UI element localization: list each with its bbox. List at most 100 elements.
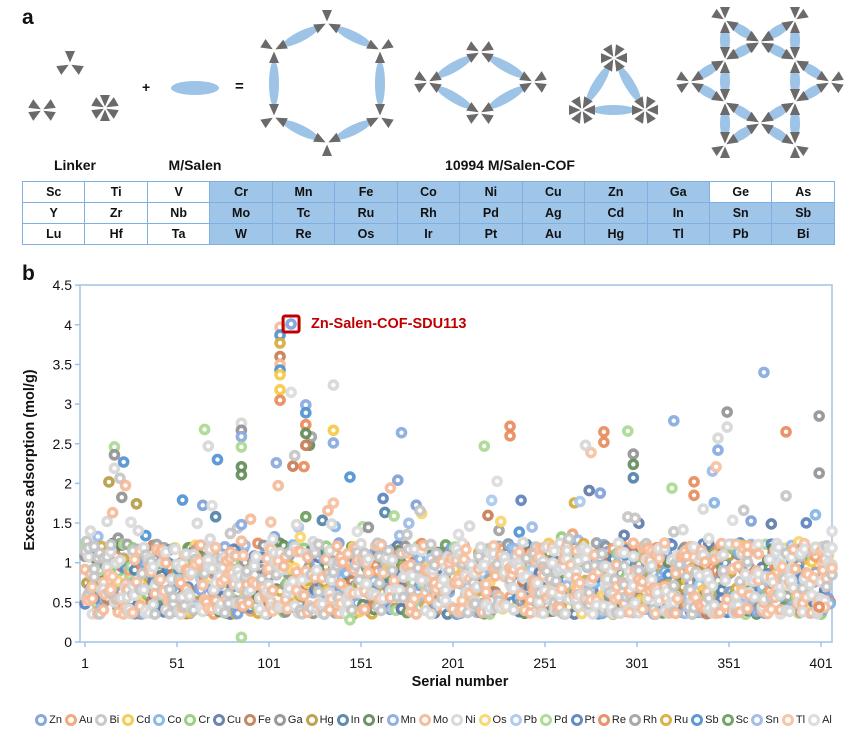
linker-wedge <box>634 96 645 109</box>
legend-marker-icon <box>751 714 764 726</box>
linker-node-icon <box>746 111 774 135</box>
linker-wedge <box>790 146 800 158</box>
linker-wedge <box>582 96 593 109</box>
data-point <box>92 530 104 543</box>
linker-wedge <box>106 108 119 119</box>
element-cell-ag: Ag <box>521 202 586 224</box>
outlier-point <box>758 366 770 379</box>
data-point <box>513 526 526 538</box>
outlier-point <box>198 423 211 436</box>
outlier-point <box>235 631 248 644</box>
linker-wedge <box>534 82 547 93</box>
element-cell-tl: Tl <box>646 223 710 245</box>
salen-linker-ellipse <box>730 125 755 143</box>
linker-wedge <box>631 105 644 116</box>
legend-item-rh: Rh <box>628 714 657 726</box>
highlighted-point <box>285 318 297 330</box>
linker-wedge <box>100 95 110 107</box>
element-cell-zn: Zn <box>584 181 648 203</box>
data-point <box>437 573 450 586</box>
outlier-point <box>721 406 733 418</box>
data-point <box>272 479 285 492</box>
data-point <box>125 516 137 528</box>
x-tick-label: 1 <box>81 655 89 671</box>
data-point <box>312 538 325 551</box>
linker-wedge <box>790 103 800 115</box>
data-point <box>104 583 117 596</box>
data-point <box>386 564 399 577</box>
linker-wedge <box>600 53 613 64</box>
table-row: Sc Ti V Cr Mn Fe Co Ni Cu Zn Ga Ge As <box>21 181 835 203</box>
data-point <box>116 491 128 504</box>
linker-wedge <box>603 44 614 57</box>
data-point <box>311 564 323 577</box>
salen-linker-ellipse <box>592 105 635 115</box>
outlier-point <box>327 424 340 437</box>
element-cell-w: W <box>209 223 273 245</box>
data-point <box>517 536 529 548</box>
outlier-point <box>235 518 248 531</box>
data-point <box>594 487 607 499</box>
linker-node-icon <box>711 132 739 158</box>
linker-wedge <box>571 96 582 109</box>
data-point <box>86 581 99 593</box>
legend-item-pb: Pb <box>509 714 537 726</box>
data-point <box>358 603 371 616</box>
legend-label: Bi <box>109 714 120 726</box>
outlier-point <box>813 410 825 422</box>
data-point <box>242 597 255 609</box>
linker-wedge <box>381 117 394 129</box>
outlier-point <box>299 439 312 452</box>
legend-item-in: In <box>336 714 360 726</box>
linker-wedge <box>615 52 628 63</box>
legend-marker-icon <box>305 714 318 726</box>
salen-linker-ellipse <box>720 108 730 139</box>
legend-marker-icon <box>478 714 491 726</box>
legend-marker-icon <box>336 714 349 726</box>
element-cell-au: Au <box>521 223 586 245</box>
data-point <box>645 573 658 586</box>
data-point <box>734 575 746 588</box>
highlight-annotation: Zn-Salen-COF-SDU113 <box>311 316 467 332</box>
linker-wedge <box>646 104 659 115</box>
x-tick-label: 201 <box>441 655 465 671</box>
linker-wedge <box>429 82 442 93</box>
legend-marker-icon <box>95 714 108 726</box>
y-tick-label: 1 <box>64 555 72 571</box>
legend-item-co: Co <box>153 714 181 726</box>
data-point <box>294 531 307 543</box>
salen-linker-ellipse <box>488 55 525 79</box>
data-point <box>128 553 141 566</box>
linker-wedge <box>481 102 494 113</box>
linker-node-icon <box>313 10 341 34</box>
data-point <box>196 499 209 512</box>
linker-node-icon <box>91 95 119 121</box>
element-cell-ga: Ga <box>646 181 710 203</box>
legend-label: Pd <box>554 714 568 726</box>
outlier-point <box>274 394 286 406</box>
linker-node-icon <box>746 30 774 54</box>
linker-wedge <box>100 109 110 121</box>
data-point <box>84 525 97 537</box>
data-point <box>596 547 608 560</box>
legend-marker-icon <box>691 714 704 726</box>
salen-linker-ellipse <box>730 22 755 40</box>
element-cell-tc: Tc <box>271 202 336 224</box>
data-point <box>741 602 754 615</box>
panel-b-label: b <box>22 262 35 285</box>
data-point <box>548 545 561 557</box>
linker-node-icon <box>676 70 704 94</box>
data-point <box>526 521 538 533</box>
outlier-point <box>327 437 340 449</box>
data-point <box>244 513 257 525</box>
linker-wedge <box>781 133 794 145</box>
data-point <box>114 554 126 567</box>
plus-sign: + <box>142 79 151 95</box>
outlier-point <box>235 430 248 443</box>
linker-node-icon <box>260 38 288 63</box>
salen-linker-ellipse <box>720 26 730 54</box>
table-row: Y Zr Nb Mo Tc Ru Rh Pd Ag Cd In Sn Sb <box>21 202 835 224</box>
salen-linker-ellipse <box>765 22 790 40</box>
linker-wedge <box>746 31 759 42</box>
data-point <box>88 562 100 575</box>
